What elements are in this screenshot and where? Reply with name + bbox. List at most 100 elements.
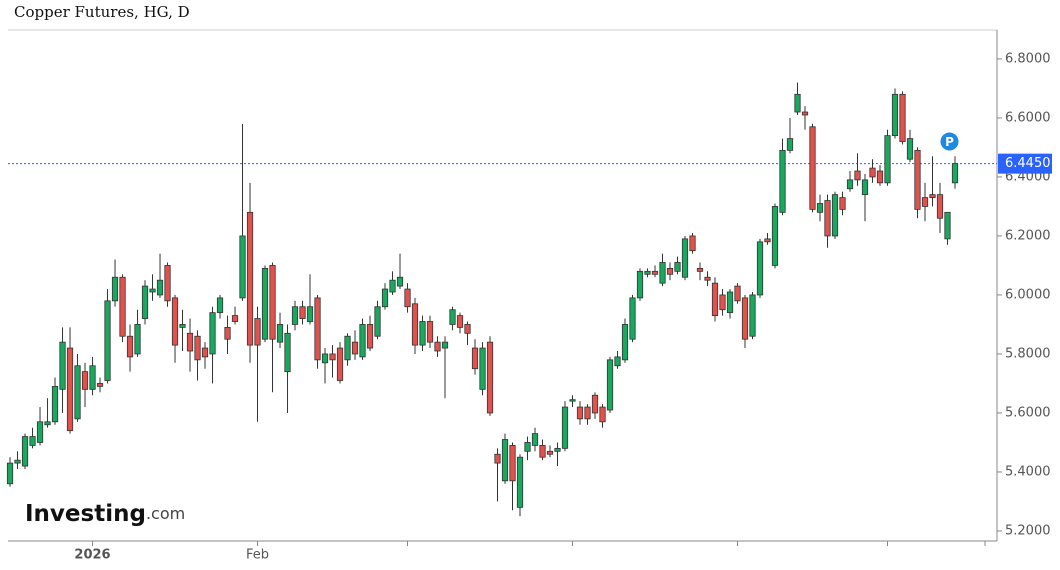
candle-body: [96, 383, 104, 387]
candle-body: [284, 332, 291, 373]
candle-body: [951, 163, 959, 184]
candle-body: [44, 421, 51, 426]
candle-body: [591, 394, 599, 414]
candle-body: [186, 332, 194, 352]
candle-body: [456, 315, 464, 328]
candle-body: [179, 324, 186, 328]
candle-body: [614, 356, 621, 367]
candle-body: [321, 353, 329, 364]
candle-body: [741, 297, 749, 340]
candle-body: [381, 288, 389, 308]
y-tick-label: 5.2000: [1005, 523, 1051, 538]
candle-body: [239, 235, 246, 299]
candle-body: [501, 439, 509, 482]
candle-body: [261, 267, 269, 340]
candle-body: [644, 270, 651, 275]
candle-body: [306, 306, 314, 322]
candle-body: [471, 347, 479, 370]
candle-body: [36, 421, 44, 443]
candle-body: [314, 297, 321, 361]
candle-body: [704, 276, 711, 281]
candle-body: [921, 197, 929, 207]
candle-body: [134, 324, 141, 355]
candle-body: [831, 194, 839, 237]
candle-body: [681, 238, 689, 278]
candle-body: [899, 93, 906, 142]
candle-body: [734, 285, 741, 302]
candle-body: [449, 309, 456, 325]
marker-label: P: [945, 135, 954, 149]
candle-body: [119, 276, 126, 337]
candle-body: [269, 265, 276, 340]
candle-body: [674, 262, 681, 272]
candle-body: [426, 321, 434, 343]
candle-body: [711, 282, 719, 316]
candle-body: [374, 306, 381, 337]
candle-body: [719, 294, 726, 311]
candle-body: [509, 445, 516, 482]
candle-body: [6, 462, 14, 485]
candle-body: [254, 318, 261, 346]
marker-circle: [940, 132, 959, 151]
candle-body: [366, 324, 374, 349]
candle-body: [749, 294, 756, 337]
candle-body: [876, 170, 884, 184]
candle-body: [666, 267, 674, 275]
candle-body: [156, 279, 164, 296]
chart-title: Copper Futures, HG, D: [14, 3, 190, 21]
candle-body: [599, 406, 606, 423]
candle-body: [396, 276, 404, 287]
candle-body: [891, 93, 899, 137]
candle-body: [441, 341, 449, 349]
candle-body: [524, 442, 531, 452]
candle-body: [651, 270, 659, 275]
y-tick-label: 6.0000: [1005, 287, 1051, 302]
y-tick-label: 5.8000: [1005, 346, 1051, 361]
candle-body: [224, 326, 231, 340]
candle-body: [494, 453, 501, 464]
candle-body: [621, 324, 629, 361]
candle-body: [104, 300, 111, 381]
candle-body: [569, 399, 576, 402]
candle-body: [419, 321, 426, 346]
candle-body: [576, 406, 584, 420]
candle-body: [771, 206, 779, 266]
candle-body: [74, 365, 81, 420]
candle-body: [81, 371, 89, 390]
candle-body: [824, 200, 831, 237]
candle-body: [606, 359, 614, 411]
candle-body: [554, 447, 561, 452]
candle-body: [764, 238, 771, 243]
candle-body: [291, 306, 299, 325]
candle-body: [66, 347, 74, 432]
candle-body: [561, 406, 569, 449]
candle-body: [486, 341, 494, 414]
candle-body: [944, 211, 951, 240]
candle-body: [546, 450, 554, 455]
candle-body: [201, 347, 209, 358]
candle-body: [861, 179, 869, 196]
candle-body: [869, 167, 876, 178]
candle-body: [786, 138, 794, 151]
candle-body: [276, 324, 284, 343]
candle-body: [816, 203, 824, 213]
candle-body: [164, 265, 171, 302]
logo: Investing.com: [25, 501, 185, 527]
candle-body: [404, 288, 411, 308]
candle-body: [801, 111, 809, 116]
candle-body: [756, 241, 764, 296]
y-tick-label: 5.4000: [1005, 464, 1051, 479]
candle-body: [231, 315, 239, 322]
candle-body: [929, 194, 936, 198]
candle-body: [884, 135, 891, 184]
y-tick-label: 6.2000: [1005, 228, 1051, 243]
logo-suffix: .com: [146, 504, 185, 523]
candle-body: [434, 341, 441, 352]
candle-body: [531, 433, 539, 446]
candle-body: [659, 262, 666, 284]
candle-body: [411, 303, 419, 346]
candle-body: [126, 335, 134, 358]
candle-body: [914, 149, 921, 210]
